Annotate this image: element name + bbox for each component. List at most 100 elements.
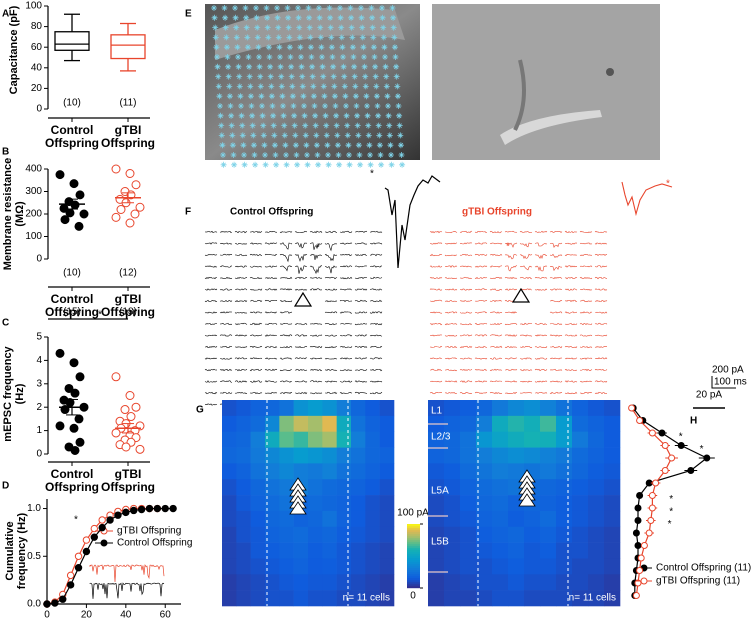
data-point [658,429,666,437]
trace [204,391,218,395]
y-tick-label: 60 [31,42,43,53]
heatmap-cell [250,479,266,496]
data-point [69,179,79,189]
trace [519,242,533,248]
stim-site [380,34,387,41]
trace [264,265,278,268]
heatmap-cell [524,542,541,559]
heatmap-cell [492,400,509,417]
heatmap-cell [572,415,589,432]
trace [564,288,578,291]
stim-site [387,142,394,149]
heatmap-cell [250,558,266,575]
stim-site [233,24,240,31]
stim-site [288,63,295,70]
data-point [90,533,98,541]
stim-site [358,5,364,11]
trace [549,265,563,272]
stim-site [218,132,225,139]
trace [249,276,263,279]
heatmap-cell [250,431,266,448]
stim-site [265,34,272,41]
stim-site [225,73,232,80]
trace [324,276,338,280]
trace [279,242,293,250]
trace [294,253,308,262]
trace [579,392,593,395]
stim-site [377,152,384,158]
trace [594,265,608,268]
stim-site [257,83,264,90]
data-point [74,221,84,231]
heatmap-cell [476,400,493,417]
trace [309,368,323,372]
stim-site [292,142,299,149]
stim-site [333,122,340,129]
stim-site [391,44,398,51]
heatmap-cell [250,447,266,464]
heatmap-cell [322,542,337,559]
trace [474,322,488,326]
stim-site [221,5,228,11]
heatmap-cell [265,415,280,432]
heatmap-cell [428,431,445,448]
x-tick-label: gTBI Offspring [101,123,155,150]
trace [264,311,278,314]
trace [504,254,518,260]
trace [309,380,323,383]
heatmap-cell [308,400,323,417]
heatmap-cell [476,574,493,591]
heatmap-cell [540,463,557,480]
data-point [135,202,145,212]
heatmap-cell [365,510,380,528]
stim-site [267,63,274,70]
trace [474,265,488,268]
stim-site [341,73,348,80]
heatmap-cell [428,495,445,512]
stim-site [228,122,235,129]
trace [444,265,458,268]
stim-site [214,63,221,70]
trace [324,311,338,314]
heatmap-cell [308,495,323,512]
heatmap-cell [279,479,294,496]
stim-site [328,44,335,51]
trace [429,242,443,245]
trace [519,334,533,337]
data-point [125,169,135,178]
trace [474,391,488,395]
heatmap-cell [524,431,541,448]
stim-site [313,142,320,149]
stim-site [342,93,349,100]
stim-site [395,103,402,109]
stim-site [355,132,362,139]
stim-site [361,63,368,70]
trace [474,311,488,314]
trace [204,253,218,256]
trace [339,357,353,360]
heatmap-cell [222,574,237,591]
data-point [632,529,640,537]
trace [519,288,533,291]
pipette-marker [289,501,307,515]
trace [279,369,293,372]
scale-bar-label: 20 pA [696,390,722,401]
trace [549,276,563,280]
heatmap-cell [572,495,589,512]
stim-site [228,112,235,119]
heatmap-cell [322,526,337,543]
trace [459,230,473,233]
y-tick-label: 0.5 [27,551,41,562]
trace [234,392,248,394]
heatmap-cell [308,574,323,591]
trace [579,288,593,291]
colorbar-step [407,544,420,547]
trace [294,265,308,274]
heatmap-cell [308,463,323,480]
stim-site [245,54,252,60]
stim-site [217,112,224,119]
trace [489,242,503,245]
stim-site [325,161,332,168]
trace [309,253,323,261]
data-point [677,442,685,449]
